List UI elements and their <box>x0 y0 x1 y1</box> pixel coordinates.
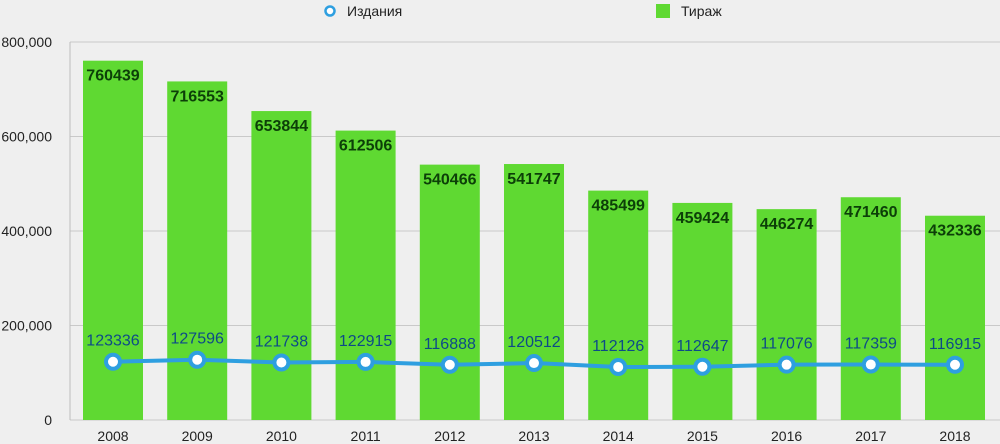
line-point[interactable] <box>188 350 207 369</box>
y-tick-label: 600,000 <box>1 129 52 145</box>
bar-value-label: 760439 <box>86 68 139 85</box>
line-value-label: 116915 <box>929 336 981 353</box>
legend-bar-swatch <box>656 4 670 18</box>
bar-value-label: 485499 <box>592 198 645 215</box>
line-point[interactable] <box>525 354 543 373</box>
x-tick-label: 2008 <box>97 428 128 444</box>
x-tick-label: 2013 <box>518 428 549 444</box>
y-tick-label: 200,000 <box>1 318 52 334</box>
bar[interactable] <box>335 130 396 420</box>
x-tick-label: 2014 <box>603 428 634 444</box>
line-point[interactable] <box>440 355 459 374</box>
line-point[interactable] <box>609 358 628 377</box>
line-value-label: 117359 <box>845 336 897 353</box>
line-point[interactable] <box>104 352 122 371</box>
x-tick-label: 2018 <box>939 428 970 444</box>
bar[interactable] <box>672 202 733 420</box>
legend-line-label: Издания <box>347 3 402 19</box>
line-point[interactable] <box>777 355 796 374</box>
x-tick-label: 2011 <box>351 428 381 444</box>
bar-value-label: 540466 <box>423 172 476 189</box>
line-value-label: 117076 <box>760 336 812 353</box>
line-value-label: 121738 <box>255 333 308 350</box>
bar[interactable] <box>925 215 985 420</box>
bar-value-label: 541747 <box>507 171 560 188</box>
x-tick-label: 2010 <box>266 428 297 444</box>
line-value-label: 116888 <box>424 336 476 353</box>
legend-bar-label: Тираж <box>681 3 722 19</box>
bar-value-label: 446274 <box>760 216 813 233</box>
x-tick-label: 2015 <box>687 428 718 444</box>
y-tick-label: 800,000 <box>1 34 52 50</box>
bar[interactable] <box>167 81 228 420</box>
line-value-label: 123336 <box>86 333 139 350</box>
line-point[interactable] <box>861 355 880 374</box>
bar-value-label: 612506 <box>339 138 392 155</box>
bar-value-label: 432336 <box>928 223 981 240</box>
line-point[interactable] <box>946 355 964 374</box>
line-point[interactable] <box>356 352 375 371</box>
line-value-label: 112647 <box>676 338 728 355</box>
line-value-label: 112126 <box>592 338 644 355</box>
bar[interactable] <box>504 164 564 420</box>
legend-item-line[interactable]: Издания <box>324 3 403 19</box>
line-value-label: 122915 <box>339 333 392 350</box>
bar[interactable] <box>419 164 480 420</box>
x-tick-label: 2016 <box>771 428 802 444</box>
line-value-label: 120512 <box>507 334 560 351</box>
line-value-label: 127596 <box>171 331 224 348</box>
legend-line-marker <box>324 5 336 17</box>
legend: Издания Тираж <box>324 3 722 19</box>
line-point[interactable] <box>693 357 712 376</box>
x-tick-label: 2009 <box>182 428 213 444</box>
bar-value-label: 471460 <box>844 204 897 221</box>
bar-value-label: 653844 <box>255 118 308 135</box>
line-series: 123336 127596 121738 122915 116888 120512 1121… <box>86 331 981 377</box>
y-tick-label: 0 <box>44 412 52 428</box>
bar[interactable] <box>756 209 817 420</box>
bar[interactable] <box>840 197 901 420</box>
bar-value-label: 716553 <box>171 88 224 105</box>
y-axis: 0 200,000 400,000 600,000 800,000 <box>1 34 71 428</box>
x-axis: 2008 2009 2010 2011 2012 2013 2014 2015 2016 2017… <box>97 428 970 444</box>
x-tick-label: 2012 <box>434 428 465 444</box>
bar[interactable] <box>251 111 312 420</box>
legend-item-bar[interactable]: Тираж <box>656 3 722 19</box>
bar[interactable] <box>588 190 649 420</box>
bar-value-label: 459424 <box>676 210 729 227</box>
y-tick-label: 400,000 <box>1 223 52 239</box>
line-point[interactable] <box>272 353 291 372</box>
x-tick-label: 2017 <box>855 428 886 444</box>
